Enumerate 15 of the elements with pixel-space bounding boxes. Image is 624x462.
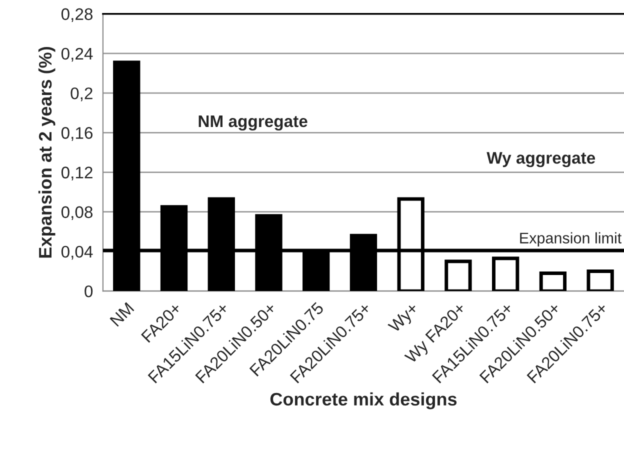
- y-tick-label: 0,08: [61, 206, 93, 220]
- y-tick-label: 0,04: [61, 246, 93, 260]
- annotation: Wy aggregate: [486, 152, 596, 168]
- x-axis-title: Concrete mix designs: [270, 392, 457, 410]
- y-tick-label: 0,28: [61, 8, 93, 22]
- y-tick-label: 0,12: [61, 166, 92, 180]
- x-tick-label: Wy+: [388, 302, 422, 336]
- y-tick-label: 0: [84, 285, 93, 298]
- annotation: NM aggregate: [198, 116, 308, 131]
- x-tick-label: NM: [110, 302, 134, 327]
- y-tick-label: 0,16: [61, 127, 93, 141]
- y-axis-title: Expansion at 2 years (%): [38, 46, 56, 258]
- ref-line-label: Expansion limit: [520, 232, 622, 247]
- y-tick-label: 0,24: [61, 48, 93, 62]
- y-tick-label: 0,2: [70, 87, 92, 102]
